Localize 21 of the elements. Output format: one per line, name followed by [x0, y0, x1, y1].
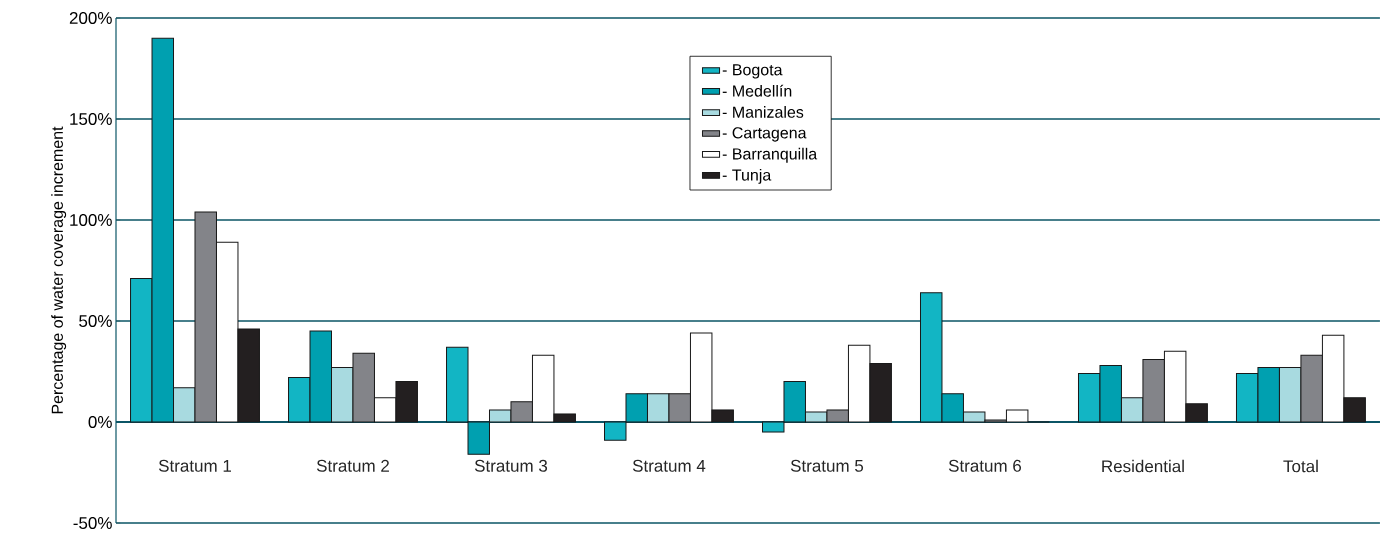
- legend-label: - Bogota: [722, 64, 783, 79]
- y-tick-label: 150%: [70, 112, 112, 126]
- x-tick-label: Stratum 5: [790, 459, 864, 472]
- x-tick-label: Stratum 6: [948, 459, 1022, 472]
- x-tick-label: Stratum 4: [632, 459, 706, 472]
- y-tick-label: 100%: [70, 213, 112, 227]
- y-tick-label: -50%: [73, 516, 112, 530]
- legend-label: - Cartagena: [722, 127, 807, 142]
- legend-label: - Tunja: [722, 168, 772, 184]
- x-tick-label: Stratum 3: [474, 459, 548, 472]
- x-tick-label: Stratum 2: [316, 459, 389, 472]
- y-tick-label: 0%: [88, 415, 112, 429]
- x-tick-label: Stratum 1: [158, 459, 231, 472]
- legend-label: - Manizales: [722, 106, 804, 118]
- y-tick-label: 50%: [79, 314, 112, 328]
- x-tick-label: Total: [1283, 459, 1318, 473]
- y-axis-title: Percentage of water coverage increment: [51, 126, 67, 414]
- legend-label: - Barranquilla: [722, 147, 818, 163]
- legend-label: - Medellín: [722, 84, 792, 97]
- y-tick-label: 200%: [69, 11, 112, 25]
- x-tick-label: Residential: [1102, 459, 1184, 473]
